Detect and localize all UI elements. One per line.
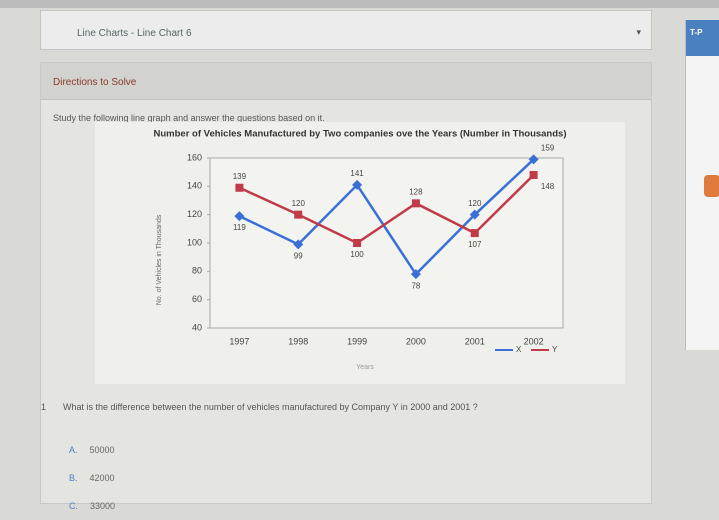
marker <box>410 269 421 280</box>
option-letter: B. <box>69 473 78 483</box>
marker <box>352 179 363 190</box>
marker <box>528 154 539 165</box>
side-panel: T-P <box>685 20 719 350</box>
option-letter: A. <box>69 445 78 455</box>
data-label: 148 <box>541 182 555 191</box>
marker <box>529 171 538 179</box>
question-number: 1 <box>41 402 47 412</box>
y-tick-label: 160 <box>187 152 202 162</box>
data-label: 78 <box>411 281 420 290</box>
data-label: 128 <box>409 187 423 196</box>
x-tick-label: 1999 <box>347 336 367 346</box>
breadcrumb: Line Charts - Line Chart 6 <box>77 28 192 39</box>
data-label: 120 <box>468 199 482 208</box>
y-axis-label: No. of Vehicles in Thousands <box>156 214 163 305</box>
top-edge <box>0 0 719 8</box>
legend-label: Y <box>552 345 558 354</box>
chart-title: Number of Vehicles Manufactured by Two c… <box>154 129 567 140</box>
side-badge: T-P <box>686 20 719 56</box>
series-line <box>238 174 535 245</box>
section-header: Directions to Solve <box>41 63 651 100</box>
y-tick-label: 40 <box>192 322 202 332</box>
chart: Number of Vehicles Manufactured by Two c… <box>95 122 625 384</box>
y-tick-label: 60 <box>192 294 202 304</box>
marker <box>353 239 362 247</box>
dropdown-arrow: ▾ <box>636 27 641 37</box>
marker <box>294 210 303 219</box>
options: A. 50000 B. 42000 C. 33000 <box>69 436 115 520</box>
option-text: 42000 <box>89 473 115 483</box>
series-line <box>238 158 535 277</box>
x-tick-label: 2001 <box>465 336 485 346</box>
data-label: 139 <box>233 172 247 181</box>
plot-area <box>209 157 564 329</box>
option-text: 50000 <box>89 445 115 455</box>
x-tick-label: 2000 <box>406 336 426 346</box>
x-tick-label: 2002 <box>524 336 544 346</box>
x-axis-label: Years <box>356 364 374 371</box>
option[interactable]: A. 50000 <box>69 436 115 464</box>
option-letter: C. <box>69 501 78 511</box>
x-tick-label: 1997 <box>229 336 249 346</box>
data-label: 119 <box>233 223 246 232</box>
x-tick-label: 1998 <box>288 336 308 346</box>
y-tick-label: 140 <box>187 181 202 191</box>
y-tick-label: 100 <box>187 237 202 247</box>
option[interactable]: B. 42000 <box>69 464 115 492</box>
option-text: 33000 <box>90 501 116 511</box>
data-label: 159 <box>541 144 555 153</box>
data-label: 120 <box>292 199 306 208</box>
y-tick-label: 80 <box>192 266 202 276</box>
data-label: 141 <box>350 169 364 178</box>
y-tick-label: 120 <box>187 209 202 219</box>
breadcrumb-dropdown[interactable]: Line Charts - Line Chart 6 ▾ <box>40 10 652 50</box>
section-title: Directions to Solve <box>53 77 137 88</box>
side-button[interactable] <box>704 175 719 197</box>
marker <box>469 209 480 220</box>
option[interactable]: C. 33000 <box>69 492 115 520</box>
marker <box>293 239 304 250</box>
marker <box>470 229 479 238</box>
data-label: 99 <box>294 252 303 261</box>
legend-label: X <box>516 345 522 354</box>
marker <box>235 183 244 192</box>
data-label: 107 <box>468 240 482 249</box>
marker <box>234 211 245 222</box>
instructions: Study the following line graph and answe… <box>53 113 325 123</box>
question-text: What is the difference between the numbe… <box>63 402 478 412</box>
data-label: 100 <box>350 250 364 259</box>
marker <box>411 199 420 208</box>
